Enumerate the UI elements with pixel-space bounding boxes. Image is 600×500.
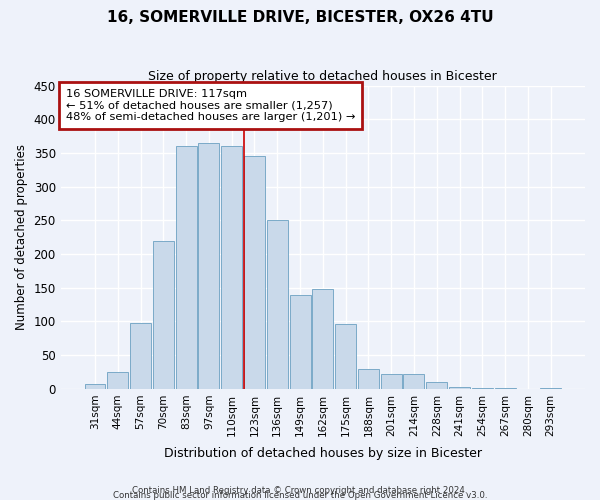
Bar [540, 388, 561, 389]
Bar [313, 289, 334, 389]
Bar [472, 388, 493, 389]
Title: Size of property relative to detached houses in Bicester: Size of property relative to detached ho… [148, 70, 497, 83]
Bar [85, 384, 106, 389]
Bar [176, 146, 197, 389]
Bar [130, 323, 151, 389]
Text: 16 SOMERVILLE DRIVE: 117sqm
← 51% of detached houses are smaller (1,257)
48% of : 16 SOMERVILLE DRIVE: 117sqm ← 51% of det… [66, 88, 355, 122]
Bar [449, 387, 470, 389]
Bar [153, 240, 174, 389]
Bar [199, 143, 220, 389]
Bar [107, 372, 128, 389]
Text: 16, SOMERVILLE DRIVE, BICESTER, OX26 4TU: 16, SOMERVILLE DRIVE, BICESTER, OX26 4TU [107, 10, 493, 25]
Bar [335, 324, 356, 389]
Bar [290, 294, 311, 389]
Bar [381, 374, 401, 389]
Bar [244, 156, 265, 389]
Text: Contains public sector information licensed under the Open Government Licence v3: Contains public sector information licen… [113, 491, 487, 500]
Y-axis label: Number of detached properties: Number of detached properties [15, 144, 28, 330]
Bar [358, 368, 379, 389]
Text: Contains HM Land Registry data © Crown copyright and database right 2024.: Contains HM Land Registry data © Crown c… [132, 486, 468, 495]
Bar [267, 220, 288, 389]
Bar [403, 374, 424, 389]
Bar [221, 146, 242, 389]
Bar [494, 388, 515, 389]
X-axis label: Distribution of detached houses by size in Bicester: Distribution of detached houses by size … [164, 447, 482, 460]
Bar [426, 382, 447, 389]
